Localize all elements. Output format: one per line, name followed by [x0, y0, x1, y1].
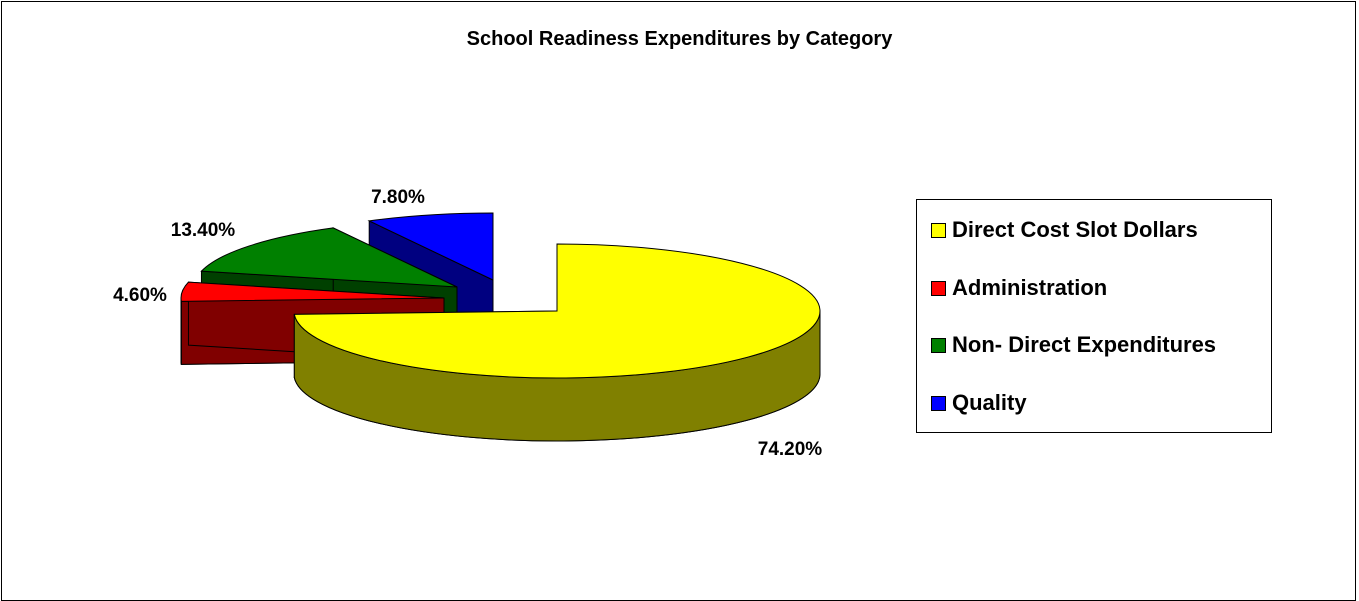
data-label-non-direct-expenditures: 13.40% [171, 220, 236, 241]
legend-swatch [931, 222, 946, 238]
chart-title: School Readiness Expenditures by Categor… [466, 28, 893, 50]
legend-label: Administration [952, 275, 1108, 300]
legend-item-non-direct-expenditures: Non- Direct Expenditures [931, 331, 1216, 359]
legend-item-quality: Quality [931, 389, 1027, 417]
legend-item-administration: Administration [931, 274, 1107, 302]
legend-swatch [931, 395, 946, 411]
data-label-direct-cost-slot-dollars: 74.20% [758, 439, 823, 460]
data-label-administration: 4.60% [113, 285, 167, 306]
legend-label: Direct Cost Slot Dollars [952, 217, 1198, 242]
pie-slice-direct-cost-slot-dollars [293, 243, 821, 442]
legend-item-direct-cost-slot-dollars: Direct Cost Slot Dollars [931, 216, 1198, 244]
legend: Direct Cost Slot Dollars Administration No… [916, 199, 1272, 433]
data-label-quality: 7.80% [371, 187, 425, 208]
legend-label: Non- Direct Expenditures [952, 332, 1217, 357]
legend-swatch [931, 337, 946, 353]
legend-label: Quality [952, 390, 1027, 415]
legend-swatch [931, 280, 946, 296]
